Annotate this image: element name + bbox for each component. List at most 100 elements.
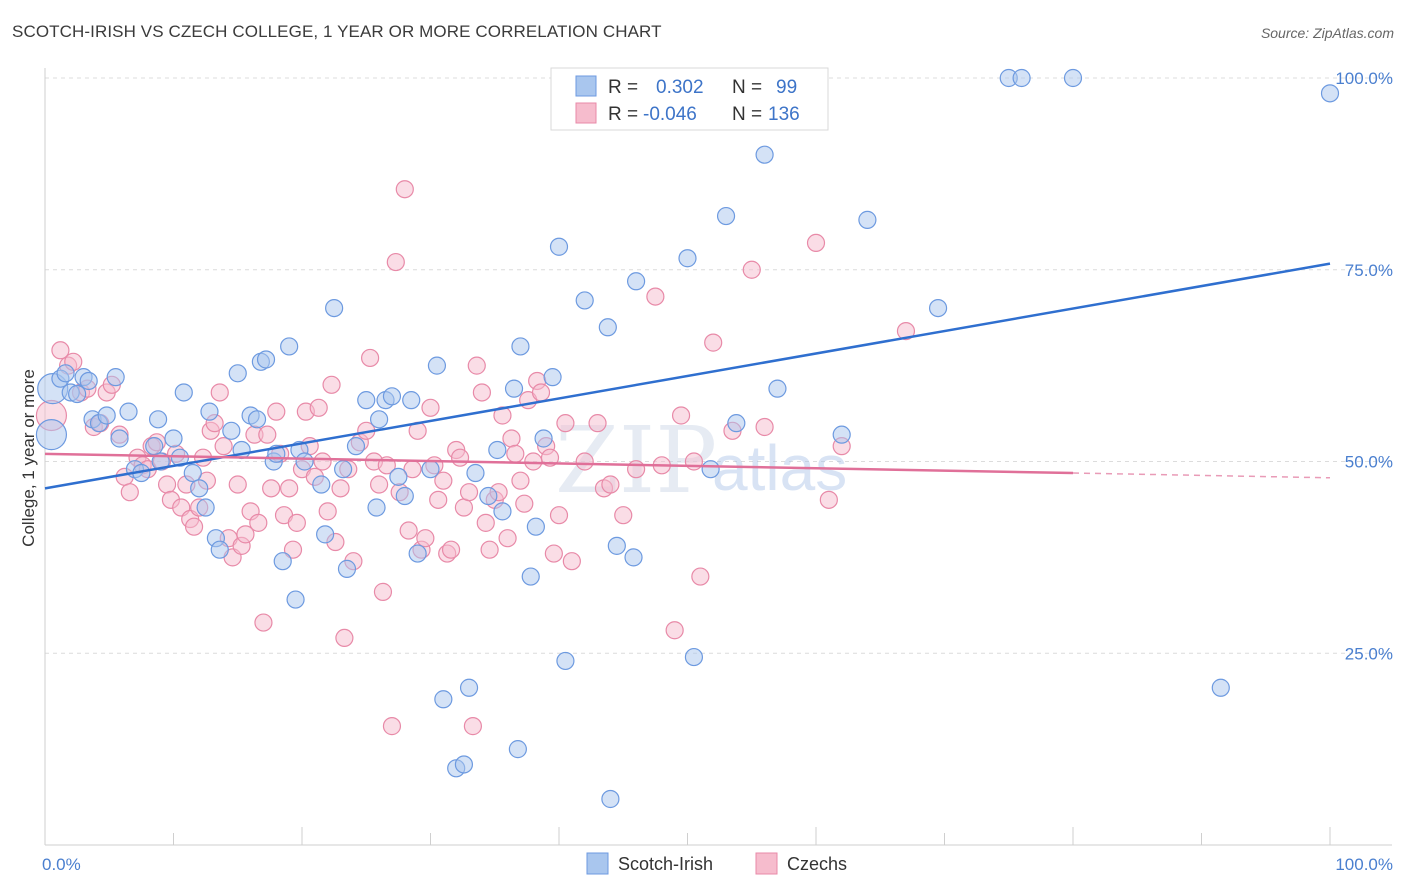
scotch-irish-point: [701, 460, 720, 479]
scotch-irish-point: [196, 498, 215, 517]
scotch-irish-point: [1211, 678, 1230, 697]
scotch-irish-point: [427, 356, 447, 375]
source-label: Source: ZipAtlas.com: [1260, 25, 1394, 41]
scotch-irish-point: [273, 552, 292, 571]
scotch-irish-point: [575, 291, 594, 310]
scotch-irish-point: [832, 425, 851, 444]
scotch-irish-point: [200, 402, 219, 421]
scotch-irish-point: [543, 368, 562, 387]
scotch-irish-point: [549, 237, 569, 256]
scotch-irish-point: [357, 391, 376, 410]
scotch-irish-point: [325, 299, 344, 318]
czechs-point: [540, 448, 560, 467]
czechs-point: [318, 502, 337, 521]
scotch-irish-point: [228, 364, 247, 383]
legend-swatch-pink: [575, 102, 597, 124]
scotch-irish-point: [521, 567, 540, 586]
czechs-point: [267, 402, 286, 421]
czechs-point: [544, 544, 563, 563]
scotch-irish-point: [402, 391, 421, 410]
czechs-point: [434, 471, 453, 490]
bottom-legend: Scotch-Irish Czechs: [586, 852, 847, 875]
scotch-irish-point: [858, 210, 877, 229]
czechs-point: [549, 506, 569, 525]
y-axis-label: College, 1 year or more: [19, 369, 38, 547]
y-tick-label: 100.0%: [1335, 69, 1393, 88]
bottom-legend-swatch-pink: [755, 852, 778, 875]
scotch-irish-point: [768, 379, 787, 398]
czechs-point: [472, 383, 491, 402]
scotch-irish-point: [247, 410, 267, 429]
czechs-point: [556, 414, 575, 433]
czechs-point: [454, 498, 474, 517]
czechs-point: [506, 444, 525, 463]
czechs-point: [896, 322, 916, 341]
scotch-irish-point: [97, 406, 116, 425]
czechs-point: [665, 621, 684, 640]
scotch-irish-point: [526, 517, 545, 536]
czechs-point: [236, 525, 255, 544]
x-tick-label: 100.0%: [1335, 855, 1393, 874]
scotch-irish-point: [479, 486, 498, 506]
scotch-irish-trend-line: [44, 262, 1331, 490]
czechs-point: [467, 356, 486, 375]
scotch-irish-point: [190, 479, 209, 498]
scotch-irish-point: [312, 475, 331, 494]
scotch-irish-point: [459, 678, 479, 697]
scotch-irish-point: [607, 536, 626, 555]
scotch-irish-point: [716, 206, 736, 226]
czechs-point: [399, 521, 418, 540]
czechs-point: [806, 233, 826, 253]
czechs-point: [254, 613, 273, 632]
czechs-point: [249, 513, 268, 532]
scotch-irish-point: [928, 299, 948, 318]
czechs-point: [331, 479, 350, 498]
scotch-irish-point: [626, 272, 646, 291]
scotch-irish-point: [511, 337, 530, 356]
czechs-point: [480, 540, 499, 559]
scotch-irish-point: [316, 525, 335, 544]
y-tick-label: 50.0%: [1345, 453, 1393, 472]
scotch-irish-point: [755, 145, 774, 164]
tick-labels: 25.0% 50.0% 75.0% 100.0% 0.0% 100.0%: [42, 69, 1393, 874]
scotch-irish-point: [56, 364, 75, 383]
scotch-irish-point: [174, 383, 193, 402]
czechs-point: [463, 717, 483, 736]
scotch-irish-point: [346, 437, 366, 456]
bottom-legend-swatch-blue: [586, 852, 609, 875]
grid-lines: [45, 77, 1392, 654]
czechs-point: [502, 429, 521, 448]
scotch-irish-point: [504, 379, 524, 398]
scotch-irish-point: [1063, 68, 1083, 88]
czechs-point: [493, 406, 512, 425]
legend-r-label: R =: [608, 104, 638, 125]
czechs-point: [228, 475, 247, 494]
scotch-irish-point: [256, 350, 276, 369]
czechs-point: [370, 475, 389, 494]
scotch-irish-point: [164, 429, 183, 448]
bottom-legend-label-scotch-irish: Scotch-Irish: [618, 854, 713, 874]
czechs-point: [313, 452, 332, 471]
czechs-point: [450, 448, 470, 467]
legend-r-value: 0.302: [656, 77, 704, 98]
y-tick-label: 75.0%: [1345, 261, 1393, 280]
czechs-point: [562, 552, 581, 571]
czechs-point: [626, 460, 646, 479]
czechs-point: [262, 479, 281, 498]
scotch-irish-point: [210, 540, 229, 559]
czechs-point: [684, 452, 704, 471]
czechs-point: [280, 479, 299, 498]
scotch-irish-point: [727, 414, 746, 433]
czechs-point: [382, 717, 402, 736]
czechs-trend-line: [44, 452, 1074, 475]
czechs-point: [742, 260, 761, 279]
scotch-irish-point: [601, 789, 620, 809]
czechs-point: [157, 475, 177, 494]
scotch-irish-point: [35, 419, 68, 451]
y-tick-label: 25.0%: [1345, 644, 1393, 663]
czechs-point: [476, 513, 495, 532]
legend-swatch-blue: [575, 75, 597, 97]
scotch-irish-point: [624, 548, 643, 567]
czechs-point: [51, 341, 70, 360]
